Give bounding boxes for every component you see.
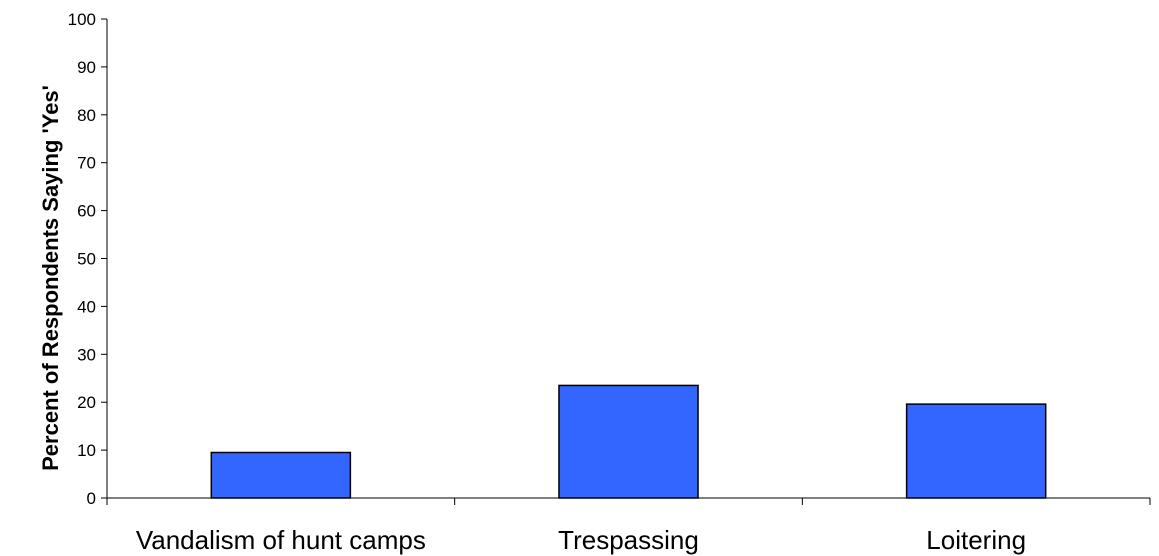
- bar: [905, 403, 1047, 499]
- y-tick-label: 0: [87, 489, 96, 508]
- y-tick-label: 70: [77, 154, 96, 173]
- y-tick-label: 10: [77, 441, 96, 460]
- bar: [210, 451, 352, 499]
- y-axis-title-group: Percent of Respondents Saying 'Yes': [38, 85, 63, 471]
- y-tick-label: 90: [77, 58, 96, 77]
- bars: [210, 384, 1047, 499]
- x-category-label: Trespassing: [558, 525, 699, 555]
- x-axis-labels: Vandalism of hunt camps Trespassing Loiter…: [136, 525, 1026, 555]
- y-tick-label: 20: [77, 393, 96, 412]
- y-tick-label: 80: [77, 106, 96, 125]
- y-tick-label: 60: [77, 202, 96, 221]
- y-axis-title: Percent of Respondents Saying 'Yes': [38, 85, 63, 471]
- y-axis-ticks: 0 10 20 30 40 50 60 70 80 90 100: [68, 10, 108, 508]
- x-category-label: Loitering: [926, 525, 1026, 555]
- y-tick-label: 40: [77, 297, 96, 316]
- x-axis: [106, 497, 1151, 505]
- y-tick-label: 100: [68, 10, 96, 29]
- x-category-label: Vandalism of hunt camps: [136, 525, 426, 555]
- y-tick-label: 50: [77, 250, 96, 269]
- y-tick-label: 30: [77, 345, 96, 364]
- bar: [558, 384, 699, 499]
